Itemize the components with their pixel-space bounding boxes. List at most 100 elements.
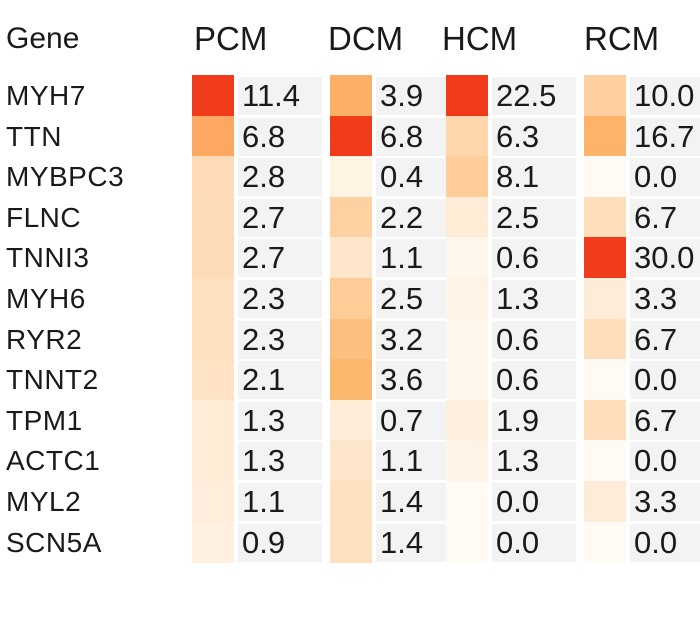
heat-cell	[330, 197, 372, 238]
value-label: 0.0	[634, 361, 677, 399]
heat-cell	[446, 156, 488, 197]
value-label: 2.3	[242, 321, 285, 359]
gene-label-ryr2: RYR2	[6, 321, 82, 359]
value-label: 16.7	[634, 118, 694, 156]
value-label: 6.7	[634, 402, 677, 440]
value-label: 6.3	[496, 118, 539, 156]
heat-cell	[192, 359, 234, 400]
heat-cell	[584, 319, 626, 360]
heat-cell	[192, 237, 234, 278]
heat-cell	[584, 359, 626, 400]
heat-cell	[584, 522, 626, 563]
value-label: 10.0	[634, 77, 694, 115]
heat-cell	[584, 440, 626, 481]
heat-cell	[330, 359, 372, 400]
heat-cell	[446, 522, 488, 563]
value-label: 22.5	[496, 77, 556, 115]
heat-cell	[446, 440, 488, 481]
gene-label-mybpc3: MYBPC3	[6, 158, 124, 196]
value-label: 2.5	[380, 280, 423, 318]
heat-cell	[584, 156, 626, 197]
heat-cell	[446, 197, 488, 238]
row-header-label: Gene	[6, 14, 79, 64]
gene-label-tnnt2: TNNT2	[6, 361, 99, 399]
column-header-hcm: HCM	[442, 14, 517, 64]
value-label: 0.4	[380, 158, 423, 196]
gene-label-scn5a: SCN5A	[6, 524, 102, 562]
value-label: 11.4	[242, 77, 300, 115]
heat-cell	[330, 522, 372, 563]
value-label: 6.8	[242, 118, 285, 156]
heat-cell	[446, 116, 488, 157]
gene-label-tpm1: TPM1	[6, 402, 83, 440]
heat-cell	[584, 481, 626, 522]
heat-cell	[192, 75, 234, 116]
value-label: 0.6	[496, 321, 539, 359]
heat-cell	[446, 237, 488, 278]
heat-cell	[584, 116, 626, 157]
value-label: 1.3	[496, 442, 539, 480]
value-label: 6.8	[380, 118, 423, 156]
value-label: 0.6	[496, 361, 539, 399]
gene-label-actc1: ACTC1	[6, 442, 100, 480]
value-label: 2.5	[496, 199, 539, 237]
value-label: 1.3	[496, 280, 539, 318]
heat-cell	[330, 319, 372, 360]
heat-cell	[192, 522, 234, 563]
value-label: 0.7	[380, 402, 423, 440]
heat-cell	[330, 116, 372, 157]
heat-cell	[446, 359, 488, 400]
value-label: 1.1	[380, 442, 423, 480]
value-label: 3.9	[380, 77, 423, 115]
column-header-dcm: DCM	[328, 14, 403, 64]
heat-cell	[584, 75, 626, 116]
heat-cell	[446, 319, 488, 360]
heat-cell	[330, 75, 372, 116]
value-label: 2.8	[242, 158, 285, 196]
heat-cell	[446, 278, 488, 319]
heat-cell	[192, 156, 234, 197]
heat-cell	[584, 400, 626, 441]
heat-cell	[192, 400, 234, 441]
value-label: 1.3	[242, 442, 285, 480]
value-label: 0.0	[496, 483, 539, 521]
gene-label-ttn: TTN	[6, 118, 62, 156]
value-label: 0.0	[634, 442, 677, 480]
value-label: 2.7	[242, 239, 285, 277]
value-label: 1.4	[380, 483, 423, 521]
heat-cell	[192, 481, 234, 522]
value-label: 8.1	[496, 158, 539, 196]
heat-cell	[192, 278, 234, 319]
heat-cell	[330, 278, 372, 319]
value-label: 1.1	[380, 239, 423, 277]
value-label: 6.7	[634, 321, 677, 359]
value-label: 3.2	[380, 321, 423, 359]
heat-cell	[584, 237, 626, 278]
heat-cell	[446, 481, 488, 522]
column-header-rcm: RCM	[584, 14, 659, 64]
heat-cell	[446, 400, 488, 441]
heat-cell	[584, 197, 626, 238]
gene-label-myh7: MYH7	[6, 77, 86, 115]
value-label: 2.7	[242, 199, 285, 237]
value-label: 6.7	[634, 199, 677, 237]
heat-cell	[192, 197, 234, 238]
value-label: 0.9	[242, 524, 285, 562]
gene-label-myl2: MYL2	[6, 483, 81, 521]
value-label: 2.3	[242, 280, 285, 318]
value-label: 1.9	[496, 402, 539, 440]
heat-cell	[192, 319, 234, 360]
heat-cell	[584, 278, 626, 319]
column-header-pcm: PCM	[194, 14, 267, 64]
gene-label-flnc: FLNC	[6, 199, 81, 237]
value-label: 0.0	[496, 524, 539, 562]
value-label: 1.4	[380, 524, 423, 562]
value-label: 2.2	[380, 199, 423, 237]
value-label: 0.6	[496, 239, 539, 277]
value-label: 3.3	[634, 483, 677, 521]
value-label: 3.3	[634, 280, 677, 318]
value-label: 1.1	[242, 483, 285, 521]
heat-cell	[330, 481, 372, 522]
value-label: 3.6	[380, 361, 423, 399]
heat-cell	[330, 237, 372, 278]
